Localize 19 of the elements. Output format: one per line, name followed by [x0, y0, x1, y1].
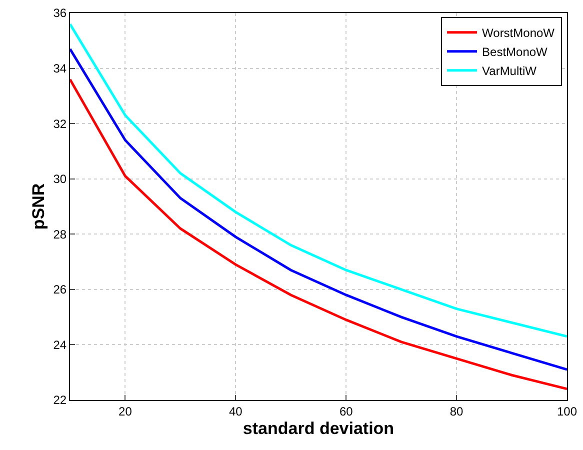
x-tick-label: 60: [339, 404, 354, 418]
legend-label: VarMultiW: [482, 64, 538, 78]
y-tick-label: 22: [53, 393, 67, 408]
line-series: [70, 22, 567, 338]
y-tick-label: 24: [53, 338, 67, 352]
y-axis-title: pSNR: [28, 183, 48, 230]
x-tick-label: 20: [118, 404, 132, 418]
x-tick-label: 80: [450, 404, 464, 418]
y-tick-label: 28: [53, 227, 67, 242]
y-tick-label: 32: [53, 116, 67, 131]
legend-label: WorstMonoW: [482, 26, 556, 40]
x-tick-label: 100: [556, 404, 578, 418]
y-tick-label: 30: [53, 172, 67, 186]
x-axis-title: standard deviation: [242, 418, 394, 438]
y-tick-label: 26: [53, 282, 67, 297]
y-tick-label: 36: [53, 6, 67, 20]
x-tick-label: 40: [228, 404, 243, 418]
legend-label: BestMonoW: [482, 45, 548, 60]
y-tick-label: 34: [53, 61, 67, 76]
